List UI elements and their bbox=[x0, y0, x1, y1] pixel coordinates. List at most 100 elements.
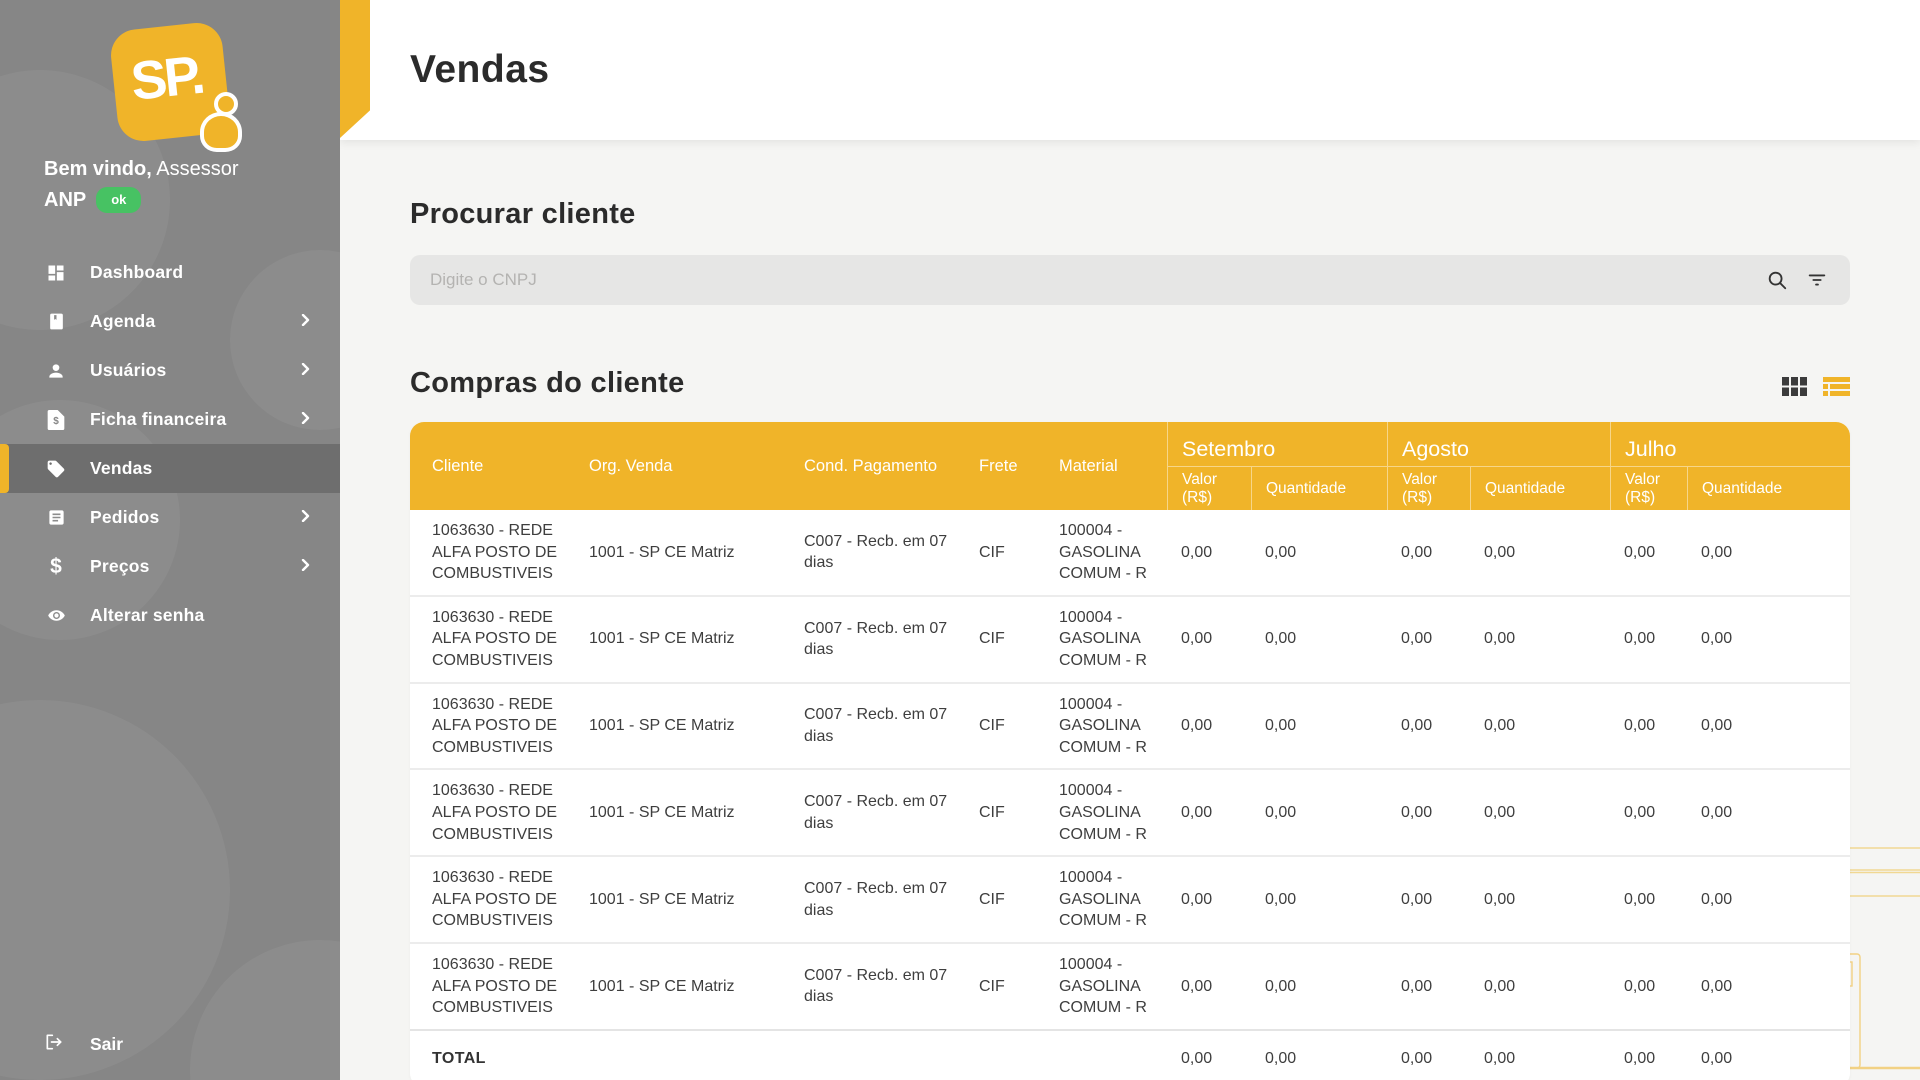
sidebar-item-usuarios[interactable]: Usuários bbox=[0, 346, 340, 395]
purchases-section-title: Compras do cliente bbox=[410, 367, 685, 399]
subheader-setembro-valor: Valor (R$) bbox=[1167, 467, 1251, 510]
sidebar-item-label: Ficha financeira bbox=[90, 409, 227, 429]
cell-cond-pagamento: C007 - Recb. em 07 dias bbox=[804, 879, 948, 919]
total-value: 0,00 bbox=[1484, 1049, 1516, 1067]
chevron-right-icon bbox=[300, 313, 312, 331]
filter-icon[interactable] bbox=[1806, 269, 1828, 291]
cell-value: 0,00 bbox=[1624, 717, 1656, 735]
cell-value: 0,00 bbox=[1401, 803, 1433, 821]
sidebar-item-label: Usuários bbox=[90, 360, 167, 380]
cell-cliente: 1063630 - REDE ALFA POSTO DE COMBUSTIVEI… bbox=[432, 695, 558, 756]
logo-person-head bbox=[214, 92, 238, 116]
month-header-agosto: Agosto bbox=[1387, 422, 1610, 467]
sidebar-item-label: Preços bbox=[90, 556, 150, 576]
sidebar-nav: Dashboard Agenda Usuários $ Ficha f bbox=[0, 248, 340, 640]
page-title: Vendas bbox=[410, 48, 550, 91]
cell-value: 0,00 bbox=[1181, 977, 1213, 995]
table-row[interactable]: 1063630 - REDE ALFA POSTO DE COMBUSTIVEI… bbox=[410, 941, 1850, 1029]
cell-value: 0,00 bbox=[1701, 630, 1733, 648]
client-search-bar bbox=[410, 255, 1850, 305]
cell-value: 0,00 bbox=[1484, 803, 1516, 821]
table-row[interactable]: 1063630 - REDE ALFA POSTO DE COMBUSTIVEI… bbox=[410, 510, 1850, 595]
tag-icon bbox=[44, 457, 68, 481]
cell-material: 100004 - GASOLINA COMUM - R bbox=[1059, 782, 1147, 843]
cell-org-venda: 1001 - SP CE Matriz bbox=[589, 717, 735, 735]
eye-icon bbox=[44, 604, 68, 628]
finance-file-icon: $ bbox=[44, 408, 68, 432]
column-header-material: Material bbox=[1059, 456, 1118, 475]
cell-cliente: 1063630 - REDE ALFA POSTO DE COMBUSTIVEI… bbox=[432, 869, 558, 930]
cell-material: 100004 - GASOLINA COMUM - R bbox=[1059, 608, 1147, 669]
sidebar: SP. Bem vindo, Assessor ANP ok Dashboard … bbox=[0, 0, 340, 1080]
cell-cond-pagamento: C007 - Recb. em 07 dias bbox=[804, 966, 948, 1006]
cell-org-venda: 1001 - SP CE Matriz bbox=[589, 977, 735, 995]
cell-material: 100004 - GASOLINA COMUM - R bbox=[1059, 522, 1147, 583]
cell-frete: CIF bbox=[979, 803, 1005, 821]
total-value: 0,00 bbox=[1181, 1049, 1213, 1067]
cell-frete: CIF bbox=[979, 890, 1005, 908]
table-row[interactable]: 1063630 - REDE ALFA POSTO DE COMBUSTIVEI… bbox=[410, 855, 1850, 942]
cell-value: 0,00 bbox=[1701, 977, 1733, 995]
agenda-icon bbox=[44, 310, 68, 334]
sidebar-item-precos[interactable]: $ Preços bbox=[0, 542, 340, 591]
chevron-right-icon bbox=[300, 509, 312, 527]
sidebar-item-pedidos[interactable]: Pedidos bbox=[0, 493, 340, 542]
sidebar-item-label: Alterar senha bbox=[90, 605, 205, 625]
table-header: Cliente Org. Venda Cond. Pagamento Frete… bbox=[410, 422, 1850, 510]
sidebar-item-label: Dashboard bbox=[90, 262, 184, 282]
total-value: 0,00 bbox=[1401, 1049, 1433, 1067]
cell-material: 100004 - GASOLINA COMUM - R bbox=[1059, 955, 1147, 1017]
table-row[interactable]: 1063630 - REDE ALFA POSTO DE COMBUSTIVEI… bbox=[410, 594, 1850, 682]
logout-button[interactable]: Sair bbox=[44, 1032, 123, 1056]
search-input[interactable] bbox=[410, 270, 1766, 290]
total-value: 0,00 bbox=[1624, 1049, 1656, 1067]
cell-org-venda: 1001 - SP CE Matriz bbox=[589, 890, 735, 908]
month-header-julho: Julho bbox=[1610, 422, 1850, 467]
cell-cliente: 1063630 - REDE ALFA POSTO DE COMBUSTIVEI… bbox=[432, 522, 558, 583]
table-row[interactable]: 1063630 - REDE ALFA POSTO DE COMBUSTIVEI… bbox=[410, 768, 1850, 856]
cell-frete: CIF bbox=[979, 717, 1005, 735]
cell-value: 0,00 bbox=[1265, 977, 1297, 995]
search-icon[interactable] bbox=[1766, 269, 1788, 291]
subheader-julho-valor: Valor (R$) bbox=[1610, 467, 1687, 510]
grid-view-icon[interactable] bbox=[1782, 377, 1807, 396]
status-badge: ok bbox=[96, 187, 142, 214]
welcome-role: Assessor bbox=[156, 158, 239, 180]
list-view-icon[interactable] bbox=[1823, 377, 1850, 396]
page-header: Vendas bbox=[340, 0, 1920, 140]
sidebar-item-ficha-financeira[interactable]: $ Ficha financeira bbox=[0, 395, 340, 444]
chevron-right-icon bbox=[300, 558, 312, 576]
cell-value: 0,00 bbox=[1265, 543, 1297, 561]
welcome-prefix: Bem vindo, bbox=[44, 158, 152, 180]
column-header-cond-pagamento: Cond. Pagamento bbox=[804, 456, 938, 475]
cell-value: 0,00 bbox=[1265, 890, 1297, 908]
sidebar-item-alterar-senha[interactable]: Alterar senha bbox=[0, 591, 340, 640]
sidebar-item-dashboard[interactable]: Dashboard bbox=[0, 248, 340, 297]
sidebar-item-vendas[interactable]: Vendas bbox=[0, 444, 340, 493]
column-header-frete: Frete bbox=[979, 456, 1018, 475]
cell-value: 0,00 bbox=[1701, 803, 1733, 821]
cell-value: 0,00 bbox=[1181, 717, 1213, 735]
table-row[interactable]: 1063630 - REDE ALFA POSTO DE COMBUSTIVEI… bbox=[410, 681, 1850, 769]
main-area: Vendas Procurar cliente bbox=[340, 0, 1920, 1080]
app-logo: SP. bbox=[108, 20, 242, 152]
cell-frete: CIF bbox=[979, 543, 1005, 561]
cell-value: 0,00 bbox=[1624, 890, 1656, 908]
sidebar-decor-circle bbox=[0, 700, 230, 1080]
sidebar-item-label: Vendas bbox=[90, 458, 153, 478]
cell-material: 100004 - GASOLINA COMUM - R bbox=[1059, 869, 1147, 930]
cell-material: 100004 - GASOLINA COMUM - R bbox=[1059, 695, 1147, 756]
total-value: 0,00 bbox=[1701, 1049, 1733, 1067]
cell-value: 0,00 bbox=[1401, 717, 1433, 735]
cell-cond-pagamento: C007 - Recb. em 07 dias bbox=[804, 706, 948, 745]
cell-value: 0,00 bbox=[1265, 630, 1297, 648]
sidebar-item-agenda[interactable]: Agenda bbox=[0, 297, 340, 346]
cell-cliente: 1063630 - REDE ALFA POSTO DE COMBUSTIVEI… bbox=[432, 955, 558, 1017]
cell-value: 0,00 bbox=[1401, 630, 1433, 648]
logo-text: SP. bbox=[128, 44, 206, 112]
cell-cond-pagamento: C007 - Recb. em 07 dias bbox=[804, 793, 948, 832]
cell-value: 0,00 bbox=[1484, 543, 1516, 561]
cell-cond-pagamento: C007 - Recb. em 07 dias bbox=[804, 619, 948, 659]
total-value: 0,00 bbox=[1265, 1049, 1297, 1067]
cell-value: 0,00 bbox=[1265, 717, 1297, 735]
